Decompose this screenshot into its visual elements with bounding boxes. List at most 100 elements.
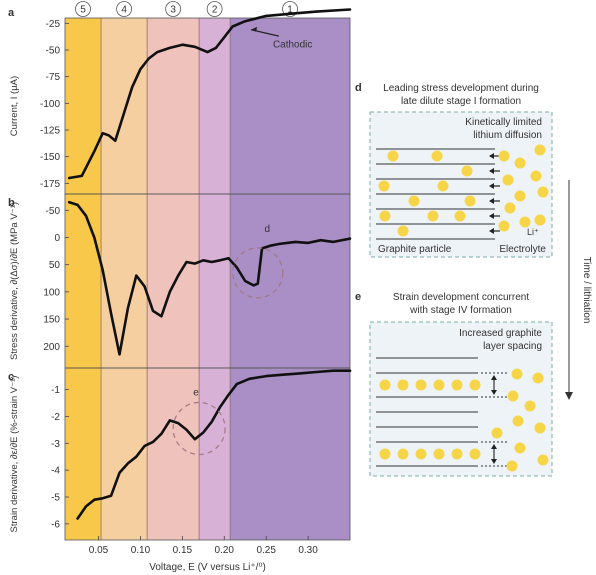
y-tick-label: -50 xyxy=(46,206,61,217)
stage-marker xyxy=(75,1,91,17)
annotation-d: d xyxy=(265,224,271,235)
li-ion xyxy=(511,368,523,380)
li-ion xyxy=(514,190,526,202)
y-tick-label: -100 xyxy=(40,99,60,110)
diagram-d-title: late dilute stage I formation xyxy=(401,96,521,107)
stage-band-2 xyxy=(199,18,231,540)
li-ion xyxy=(469,448,481,460)
y-tick-label: -1 xyxy=(51,385,60,396)
li-ion xyxy=(534,422,546,434)
y-tick-label: -2 xyxy=(51,412,60,423)
panel-label: d xyxy=(355,82,362,94)
li-ion xyxy=(504,202,516,214)
panel-label: c xyxy=(8,371,14,383)
stage-marker xyxy=(165,1,182,17)
li-ion xyxy=(378,180,390,192)
li-ion xyxy=(498,150,510,162)
y-tick-label: 150 xyxy=(43,315,60,326)
li-ion xyxy=(397,448,409,460)
stage-number: 1 xyxy=(287,5,293,16)
time-axis-arrowhead xyxy=(565,392,573,400)
y-tick-label: -25 xyxy=(46,19,61,30)
diagram-d-title: Leading stress development during xyxy=(383,83,539,94)
li-ion xyxy=(415,379,427,391)
li-ion xyxy=(433,448,445,460)
li-ion xyxy=(387,150,399,162)
annotation-arrowhead xyxy=(251,26,258,32)
li-ion xyxy=(537,186,549,198)
li-ion xyxy=(433,379,445,391)
y-tick-label: 200 xyxy=(43,342,60,353)
li-ion xyxy=(519,216,531,228)
li-ion xyxy=(451,379,463,391)
x-tick-label: 0.10 xyxy=(131,545,151,556)
annotation-e: e xyxy=(193,387,199,398)
li-ion xyxy=(427,210,439,222)
panel-label: b xyxy=(8,197,15,209)
stage-number: 4 xyxy=(121,5,127,16)
stage-marker xyxy=(206,1,223,17)
li-ion xyxy=(506,460,518,472)
y-tick-label: -175 xyxy=(40,179,60,190)
panel-label: a xyxy=(8,7,15,19)
li-ion xyxy=(397,379,409,391)
diffusion-arrowhead xyxy=(489,198,494,204)
li-ion xyxy=(451,448,463,460)
li-ion xyxy=(534,144,546,156)
dashed-circle-d xyxy=(232,247,284,299)
y-tick-label: -75 xyxy=(46,72,61,83)
y-tick-label: -3 xyxy=(51,439,60,450)
spacing-arrowhead xyxy=(491,375,497,380)
li-ion xyxy=(502,174,514,186)
li-ion xyxy=(397,225,409,237)
y-axis-label: Stress derivative, ∂(Δσ)/∂E (MPa V⁻¹) xyxy=(9,202,20,360)
li-ion xyxy=(530,170,542,182)
y-axis-label: Strain derivative, ∂ε/∂E (%-strain V⁻¹) xyxy=(9,376,20,533)
li-ion xyxy=(454,210,466,222)
diagram-e-note: layer spacing xyxy=(483,341,542,352)
y-tick-label: -50 xyxy=(46,46,61,57)
li-ion xyxy=(461,165,473,177)
y-tick-label: -125 xyxy=(40,126,60,137)
stage-number: 5 xyxy=(80,5,86,16)
series-line xyxy=(67,8,352,180)
li-ion xyxy=(537,454,549,466)
x-tick-label: 0.20 xyxy=(215,545,235,556)
spacing-arrowhead xyxy=(491,444,497,449)
diagram-e-title: with stage IV formation xyxy=(409,305,512,316)
li-ion xyxy=(469,379,481,391)
series-line xyxy=(67,200,352,356)
diffusion-arrowhead xyxy=(489,228,494,234)
stage-band-1 xyxy=(230,18,350,540)
series-line xyxy=(76,369,352,520)
electrolyte-label: Electrolyte xyxy=(499,244,546,255)
y-tick-label: -6 xyxy=(51,519,60,530)
y-tick-label: 100 xyxy=(43,287,60,298)
li-ion xyxy=(534,214,546,226)
stage-number: 3 xyxy=(170,5,176,16)
diffusion-arrowhead xyxy=(489,213,494,219)
li-ion xyxy=(408,195,420,207)
x-tick-label: 0.05 xyxy=(89,545,109,556)
y-tick-label: -150 xyxy=(40,152,60,163)
annotation-cathodic: Cathodic xyxy=(273,40,312,51)
time-axis-label: Time / lithiation xyxy=(581,257,592,324)
panel-frame xyxy=(64,367,351,541)
li-ion xyxy=(512,415,524,427)
graphite-particle-label: Graphite particle xyxy=(378,244,452,255)
y-tick-label: -5 xyxy=(51,493,60,504)
li-ion xyxy=(507,390,519,402)
li-ion xyxy=(514,157,526,169)
diagram-e-note: Increased graphite xyxy=(459,328,542,339)
y-tick-label: 50 xyxy=(49,260,61,271)
diagram-d-note: lithium diffusion xyxy=(473,130,542,141)
spacing-arrowhead xyxy=(491,390,497,395)
li-ion xyxy=(431,150,443,162)
li-ion xyxy=(524,400,536,412)
diffusion-arrowhead xyxy=(489,168,494,174)
stage-number: 2 xyxy=(212,5,218,16)
li-ion xyxy=(379,448,391,460)
diagram-e-title: Strain development concurrent xyxy=(393,292,529,303)
